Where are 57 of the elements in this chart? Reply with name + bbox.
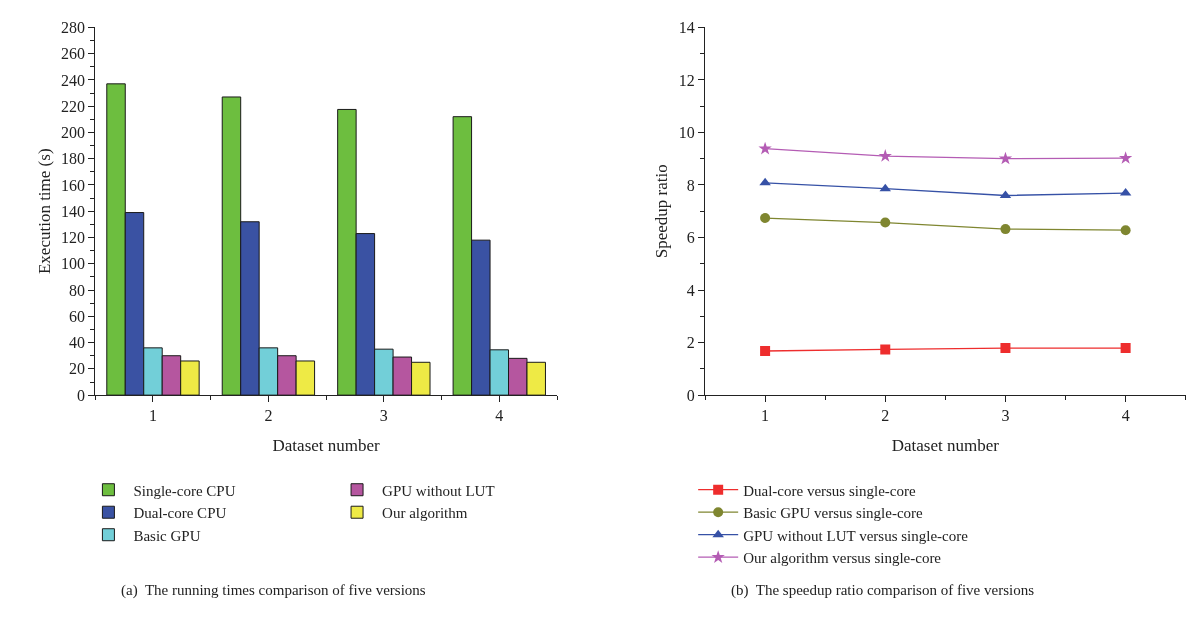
- legend-label: Basic GPU versus single-core: [743, 505, 924, 522]
- y-tick-label: 100: [61, 255, 86, 273]
- y-tick-label: 40: [69, 334, 86, 352]
- legend-label: Our algorithm versus single-core: [743, 550, 942, 567]
- y-tick-label: 0: [77, 386, 86, 404]
- x-tick-label: 2: [881, 407, 890, 425]
- point: [758, 141, 772, 155]
- point: [760, 213, 771, 224]
- x-tick-label: 4: [495, 407, 504, 425]
- point: [760, 346, 771, 356]
- y-tick-label: 200: [61, 124, 86, 142]
- y-tick-label: 2: [686, 334, 695, 352]
- legend-label: Dual-core CPU: [133, 505, 227, 522]
- x-tick-label: 3: [379, 407, 388, 425]
- y-tick-label: 0: [686, 386, 695, 404]
- x-axis-title: Dataset number: [891, 435, 1000, 455]
- x-axis-title: Dataset number: [272, 435, 381, 455]
- y-tick-label: 14: [678, 18, 695, 36]
- y-tick-label: 280: [61, 18, 86, 36]
- legend-label: GPU without LUT: [382, 482, 495, 499]
- point: [1000, 224, 1011, 235]
- x-tick-label: 3: [1001, 407, 1010, 425]
- y-tick-label: 160: [61, 176, 86, 194]
- point: [1000, 343, 1011, 354]
- point: [880, 217, 891, 228]
- y-tick-label: 240: [61, 71, 86, 89]
- legend-label: Our algorithm: [382, 505, 468, 522]
- x-tick-label: 2: [264, 407, 273, 425]
- y-tick-label: 12: [678, 71, 695, 89]
- legend-label: Dual-core versus single-core: [743, 482, 916, 499]
- y-tick-label: 140: [61, 202, 86, 220]
- y-tick-label: 8: [686, 176, 695, 194]
- x-tick-label: 1: [148, 407, 157, 425]
- y-tick-label: 20: [69, 360, 86, 378]
- y-tick-label: 60: [69, 307, 86, 325]
- x-tick-label: 1: [761, 407, 770, 425]
- y-tick-label: 6: [686, 229, 695, 247]
- text: (a) The running times comparison of five versions: [121, 582, 426, 599]
- y-axis-title: Execution time (s): [34, 148, 54, 275]
- y-tick-label: 120: [61, 229, 86, 247]
- y-tick-label: 260: [61, 45, 86, 63]
- legend-label: GPU without LUT versus single-core: [743, 527, 969, 544]
- point: [1118, 151, 1133, 164]
- legend-label: Single-core CPU: [133, 482, 236, 499]
- y-tick-label: 4: [686, 281, 695, 299]
- point: [1120, 225, 1131, 236]
- point: [1120, 343, 1131, 354]
- legend-label: Basic GPU: [133, 527, 201, 544]
- point: [880, 344, 891, 355]
- y-tick-label: 10: [678, 124, 695, 142]
- y-tick-label: 180: [61, 150, 86, 168]
- y-tick-label: 80: [69, 281, 86, 299]
- text: (b) The speedup ratio comparison of five versions: [731, 582, 1035, 599]
- y-axis-title: Speedup ratio: [652, 164, 672, 259]
- x-tick-label: 4: [1121, 407, 1130, 425]
- y-tick-label: 220: [61, 97, 86, 115]
- point: [878, 149, 892, 162]
